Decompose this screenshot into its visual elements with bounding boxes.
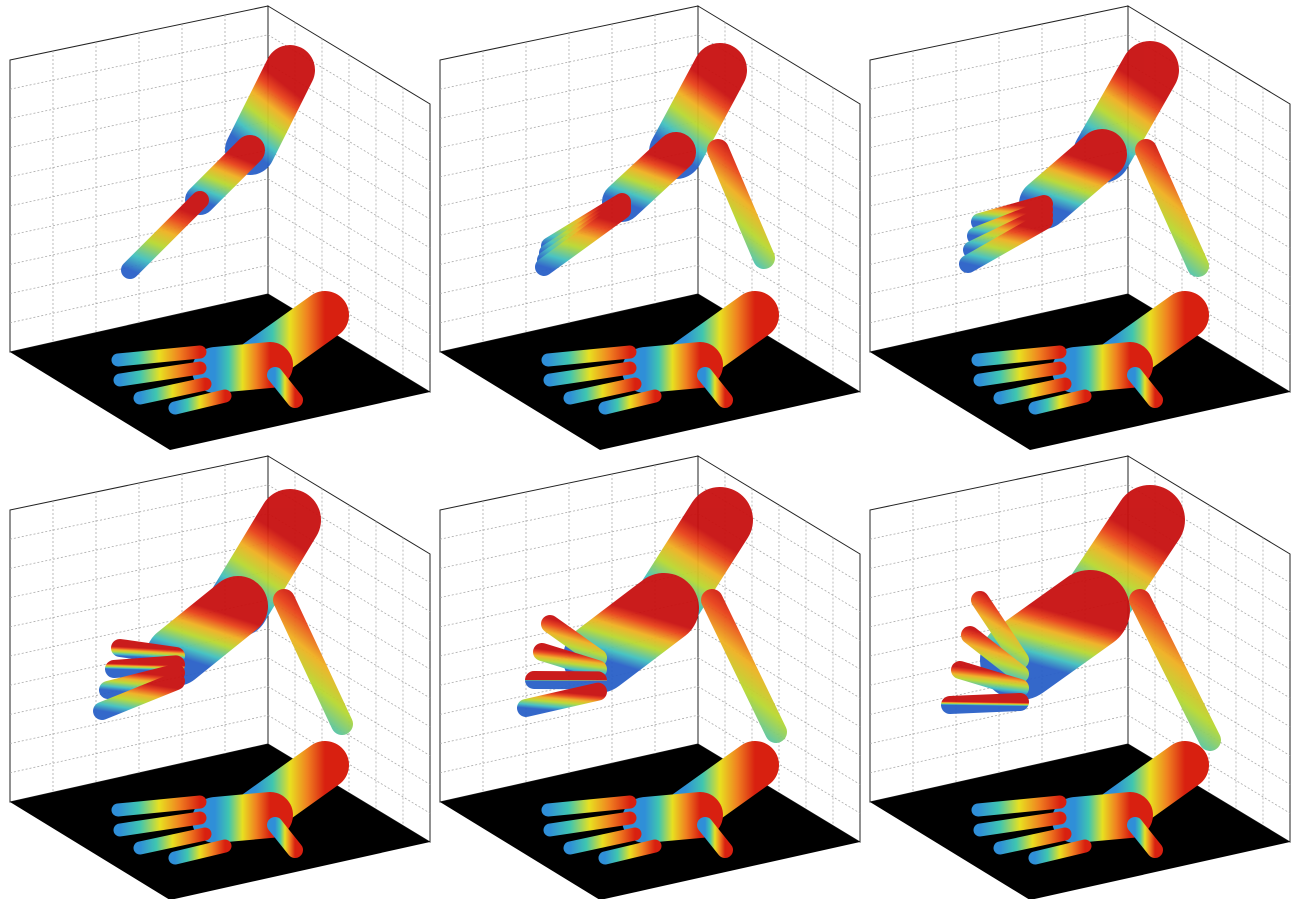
- panel: [440, 6, 860, 450]
- page: (() => { const data = JSON.parse(documen…: [0, 0, 1295, 899]
- surface-palm: [1020, 610, 1090, 660]
- floor-finger: [978, 352, 1060, 360]
- surface-finger: [950, 702, 1020, 705]
- panel: [440, 456, 860, 899]
- floor-palm: [215, 815, 270, 820]
- surface-palm: [176, 606, 238, 656]
- floor-palm: [1075, 815, 1130, 820]
- floor-finger: [548, 352, 630, 360]
- figure: [0, 0, 1295, 899]
- floor-finger: [978, 802, 1060, 810]
- floor-finger: [118, 352, 200, 360]
- panel: [10, 456, 430, 899]
- surface-palm: [598, 608, 664, 658]
- floor-finger: [118, 802, 200, 810]
- floor-finger: [548, 802, 630, 810]
- panel: [870, 456, 1290, 899]
- surface-finger: [120, 648, 176, 656]
- floor-palm: [1075, 365, 1130, 370]
- floor-palm: [645, 815, 700, 820]
- panel: [870, 6, 1290, 450]
- floor-palm: [215, 365, 270, 370]
- floor-palm: [645, 365, 700, 370]
- panel: [10, 6, 430, 450]
